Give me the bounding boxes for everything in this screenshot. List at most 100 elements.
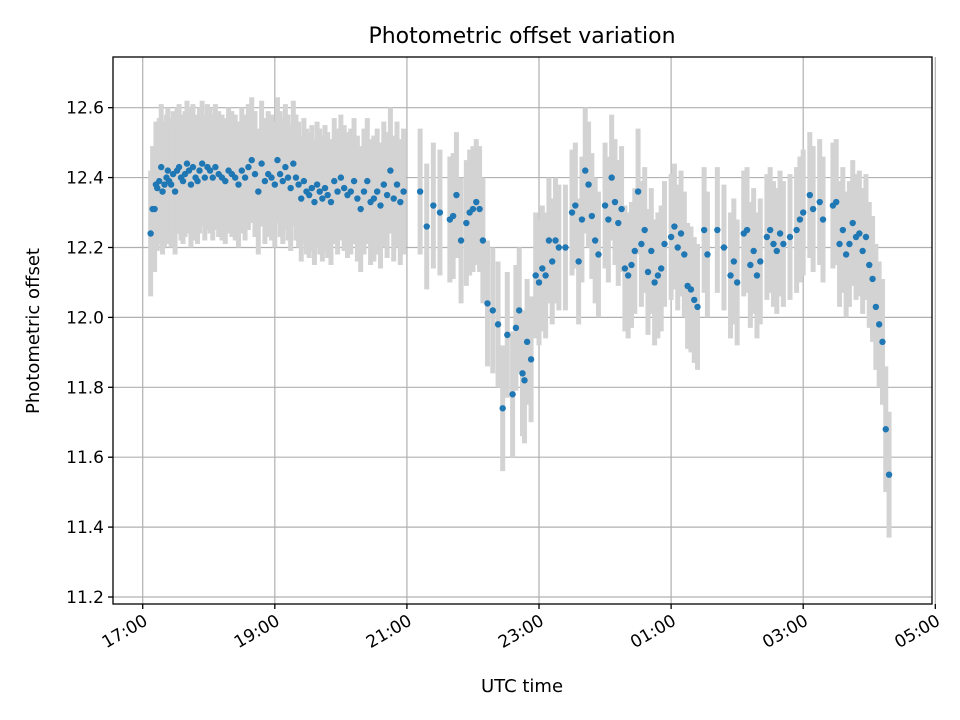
data-point	[658, 265, 665, 272]
data-point	[641, 226, 648, 234]
data-point	[624, 272, 632, 279]
data-point	[209, 174, 216, 181]
data-point	[292, 174, 300, 181]
data-point	[251, 170, 259, 178]
data-point	[667, 233, 675, 241]
data-point	[397, 198, 404, 206]
data-point	[164, 167, 172, 174]
data-point	[327, 198, 335, 206]
y-tick-label: 11.6	[66, 448, 104, 468]
data-point	[255, 188, 262, 195]
x-tick-label: 03:00	[759, 611, 811, 653]
data-point	[521, 377, 528, 384]
data-point	[582, 167, 589, 174]
data-point	[151, 205, 158, 213]
data-point	[532, 272, 539, 279]
data-point	[179, 177, 187, 185]
x-tick-label: 17:00	[99, 611, 151, 653]
data-point	[661, 240, 668, 248]
data-point	[846, 240, 853, 248]
data-point	[562, 244, 569, 251]
y-axis-label: Photometric offset	[23, 248, 44, 414]
data-point	[198, 160, 206, 167]
data-point	[869, 275, 876, 283]
data-point	[370, 195, 378, 202]
data-point	[324, 191, 331, 199]
data-point	[700, 226, 708, 234]
data-point	[539, 265, 546, 272]
data-point	[479, 237, 487, 244]
data-point	[555, 244, 563, 251]
data-point	[274, 156, 281, 164]
data-point	[796, 216, 804, 223]
data-point	[694, 303, 701, 311]
data-point	[494, 321, 502, 328]
data-point	[245, 163, 252, 171]
data-point	[545, 237, 553, 244]
x-axis: 17:00 19:00 21:00 23:00 01:00 03:00 05:00	[99, 604, 944, 653]
data-point	[194, 177, 201, 185]
data-point	[842, 251, 850, 258]
data-point	[523, 338, 531, 346]
data-point	[313, 181, 321, 188]
data-point	[575, 258, 582, 265]
data-points	[147, 156, 893, 478]
x-tick-label: 05:00	[891, 611, 943, 653]
data-point	[793, 226, 800, 234]
data-point	[770, 240, 777, 248]
data-point	[780, 240, 787, 248]
y-tick-label: 11.2	[66, 588, 104, 608]
data-point	[720, 244, 728, 251]
data-point	[241, 174, 249, 181]
x-tick-label: 19:00	[231, 611, 283, 653]
data-point	[154, 184, 161, 192]
data-point	[276, 170, 284, 178]
data-point	[677, 230, 685, 237]
data-point	[305, 191, 313, 199]
data-point	[238, 167, 245, 174]
data-point	[206, 167, 214, 174]
data-point	[859, 247, 866, 255]
data-point	[651, 279, 658, 286]
data-point	[469, 205, 477, 213]
data-point	[634, 188, 642, 195]
data-point	[287, 184, 294, 192]
data-point	[549, 258, 556, 265]
data-point	[261, 177, 269, 185]
data-point	[621, 265, 629, 272]
data-point	[743, 226, 751, 234]
data-point	[295, 181, 302, 188]
data-point	[357, 205, 364, 213]
data-point	[605, 216, 612, 223]
data-point	[354, 195, 361, 202]
data-point	[416, 188, 424, 195]
data-point	[284, 174, 292, 181]
data-point	[766, 226, 774, 234]
data-point	[222, 177, 229, 185]
data-point	[499, 405, 506, 412]
data-point	[862, 233, 870, 241]
data-point	[231, 174, 239, 181]
data-point	[436, 209, 444, 216]
data-point	[364, 177, 371, 185]
data-point	[316, 188, 323, 195]
data-point	[535, 279, 543, 286]
data-point	[279, 177, 286, 185]
data-point	[866, 261, 873, 269]
data-point	[321, 184, 329, 192]
data-point	[189, 163, 197, 171]
data-point	[644, 268, 652, 276]
data-point	[175, 163, 183, 171]
data-point	[476, 205, 483, 213]
data-point	[687, 286, 695, 293]
data-point	[360, 188, 368, 195]
data-point	[885, 471, 893, 478]
data-point	[733, 279, 741, 286]
x-tick-label: 21:00	[363, 611, 415, 653]
data-point	[588, 212, 596, 220]
data-point	[161, 181, 168, 188]
data-point	[727, 272, 734, 279]
data-point	[290, 160, 297, 167]
data-point	[800, 209, 807, 216]
data-point	[839, 226, 847, 234]
